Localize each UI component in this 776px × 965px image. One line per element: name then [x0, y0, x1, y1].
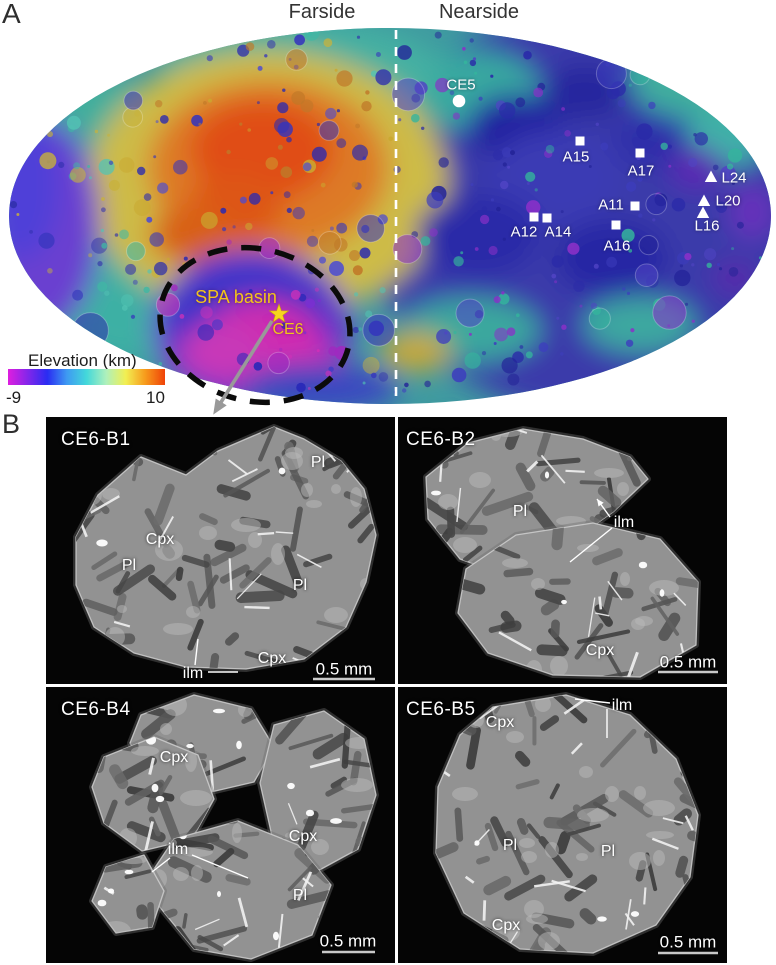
ce6-label: CE6 [272, 321, 304, 338]
mineral-label-Pl: Pl [121, 557, 137, 574]
nearside-label: Nearside [438, 1, 520, 23]
subpanel-title-CE6-B4: CE6-B4 [61, 699, 131, 720]
bse-image [433, 692, 718, 956]
scale-bar-label: 0.5 mm [659, 652, 717, 672]
ilm-leader-line [596, 498, 611, 518]
bse-image [89, 692, 379, 962]
ilm-leader-line [569, 527, 613, 563]
mineral-label-Cpx: Cpx [485, 714, 515, 731]
site-marker-A11 [630, 201, 640, 211]
bse-subpanel-CE6-B5: CE6-B5 Cpx ilm Pl Pl Cpx 0.5 mm [398, 687, 727, 963]
site-label-A12: A12 [510, 223, 538, 241]
site-marker-L24 [704, 170, 718, 182]
ilm-leader-line [151, 857, 171, 873]
subpanel-title-CE6-B5: CE6-B5 [406, 699, 476, 720]
leader-arrowhead [597, 499, 604, 507]
mineral-label-Pl: Pl [600, 843, 616, 860]
mineral-label-Cpx: Cpx [585, 642, 615, 659]
ce6-star-marker [268, 303, 290, 323]
site-label-A14: A14 [544, 223, 572, 241]
panel-a-label: A [2, 0, 21, 29]
site-label-A16: A16 [603, 237, 631, 255]
site-markers [452, 94, 718, 230]
spa-basin-label: SPA basin [195, 287, 277, 307]
mineral-label-Cpx: Cpx [145, 531, 175, 548]
site-marker-A14 [542, 213, 552, 223]
bse-subpanel-CE6-B2: CE6-B2 Pl ilm Cpx 0.5 mm [398, 417, 727, 684]
panel-a: A Farside Nearside SPA basin CE6 CE5 A15 A… [0, 0, 776, 416]
colorbar-title: Elevation (km) [28, 351, 137, 370]
colorbar-max-label: 10 [146, 388, 165, 407]
site-marker-A16 [611, 220, 621, 230]
subpanel-title-CE6-B2: CE6-B2 [406, 429, 476, 450]
site-label-A11: A11 [598, 196, 624, 214]
site-label-L24: L24 [721, 169, 747, 187]
site-label-L20: L20 [715, 192, 741, 210]
mineral-label-ilm: ilm [182, 665, 204, 682]
site-marker-CE5 [452, 94, 466, 108]
mineral-label-Pl: Pl [512, 503, 528, 520]
ce6-to-panel-b-arrow [213, 320, 274, 415]
site-label-A17: A17 [627, 162, 655, 180]
bse-subpanel-CE6-B1: CE6-B1 Pl Cpx Pl Pl Cpx ilm 0.5 mm [46, 417, 395, 684]
mineral-label-ilm: ilm [167, 841, 189, 858]
site-marker-L16 [696, 206, 710, 218]
scale-bar-label: 0.5 mm [315, 659, 373, 679]
mineral-label-Cpx: Cpx [257, 650, 287, 667]
ilm-leader-line [191, 854, 249, 879]
farside-label: Farside [288, 1, 356, 23]
site-marker-A12 [529, 212, 539, 222]
ilm-leader-line [574, 698, 611, 704]
mineral-label-Pl: Pl [502, 837, 518, 854]
mineral-label-Cpx: Cpx [491, 917, 521, 934]
site-label-CE5: CE5 [446, 76, 476, 94]
ilm-leader-line [194, 638, 199, 666]
crater-texture [9, 28, 762, 394]
colorbar-min-label: -9 [6, 388, 22, 407]
elevation-colorbar [8, 369, 165, 385]
site-label-L16: L16 [694, 217, 720, 235]
bse-subpanel-CE6-B4: CE6-B4 Cpx Cpx ilm Pl 0.5 mm [46, 687, 395, 963]
bse-image [423, 426, 718, 680]
scale-bar-label: 0.5 mm [659, 932, 717, 952]
moon-map [9, 28, 771, 415]
mineral-label-Pl: Pl [310, 454, 326, 471]
mineral-label-Cpx: Cpx [159, 749, 189, 766]
site-marker-A15 [575, 136, 585, 146]
bse-image [73, 424, 379, 681]
mineral-label-ilm: ilm [613, 514, 635, 531]
site-marker-A17 [635, 148, 645, 158]
mineral-label-Pl: Pl [292, 887, 308, 904]
scale-bar-label: 0.5 mm [319, 931, 377, 951]
subpanel-title-CE6-B1: CE6-B1 [61, 429, 131, 450]
mineral-label-Cpx: Cpx [288, 828, 318, 845]
mineral-label-Pl: Pl [292, 577, 308, 594]
site-marker-L20 [697, 194, 711, 206]
mineral-label-ilm: ilm [611, 697, 633, 714]
site-label-A15: A15 [562, 148, 590, 166]
spa-basin-outline [157, 244, 353, 406]
